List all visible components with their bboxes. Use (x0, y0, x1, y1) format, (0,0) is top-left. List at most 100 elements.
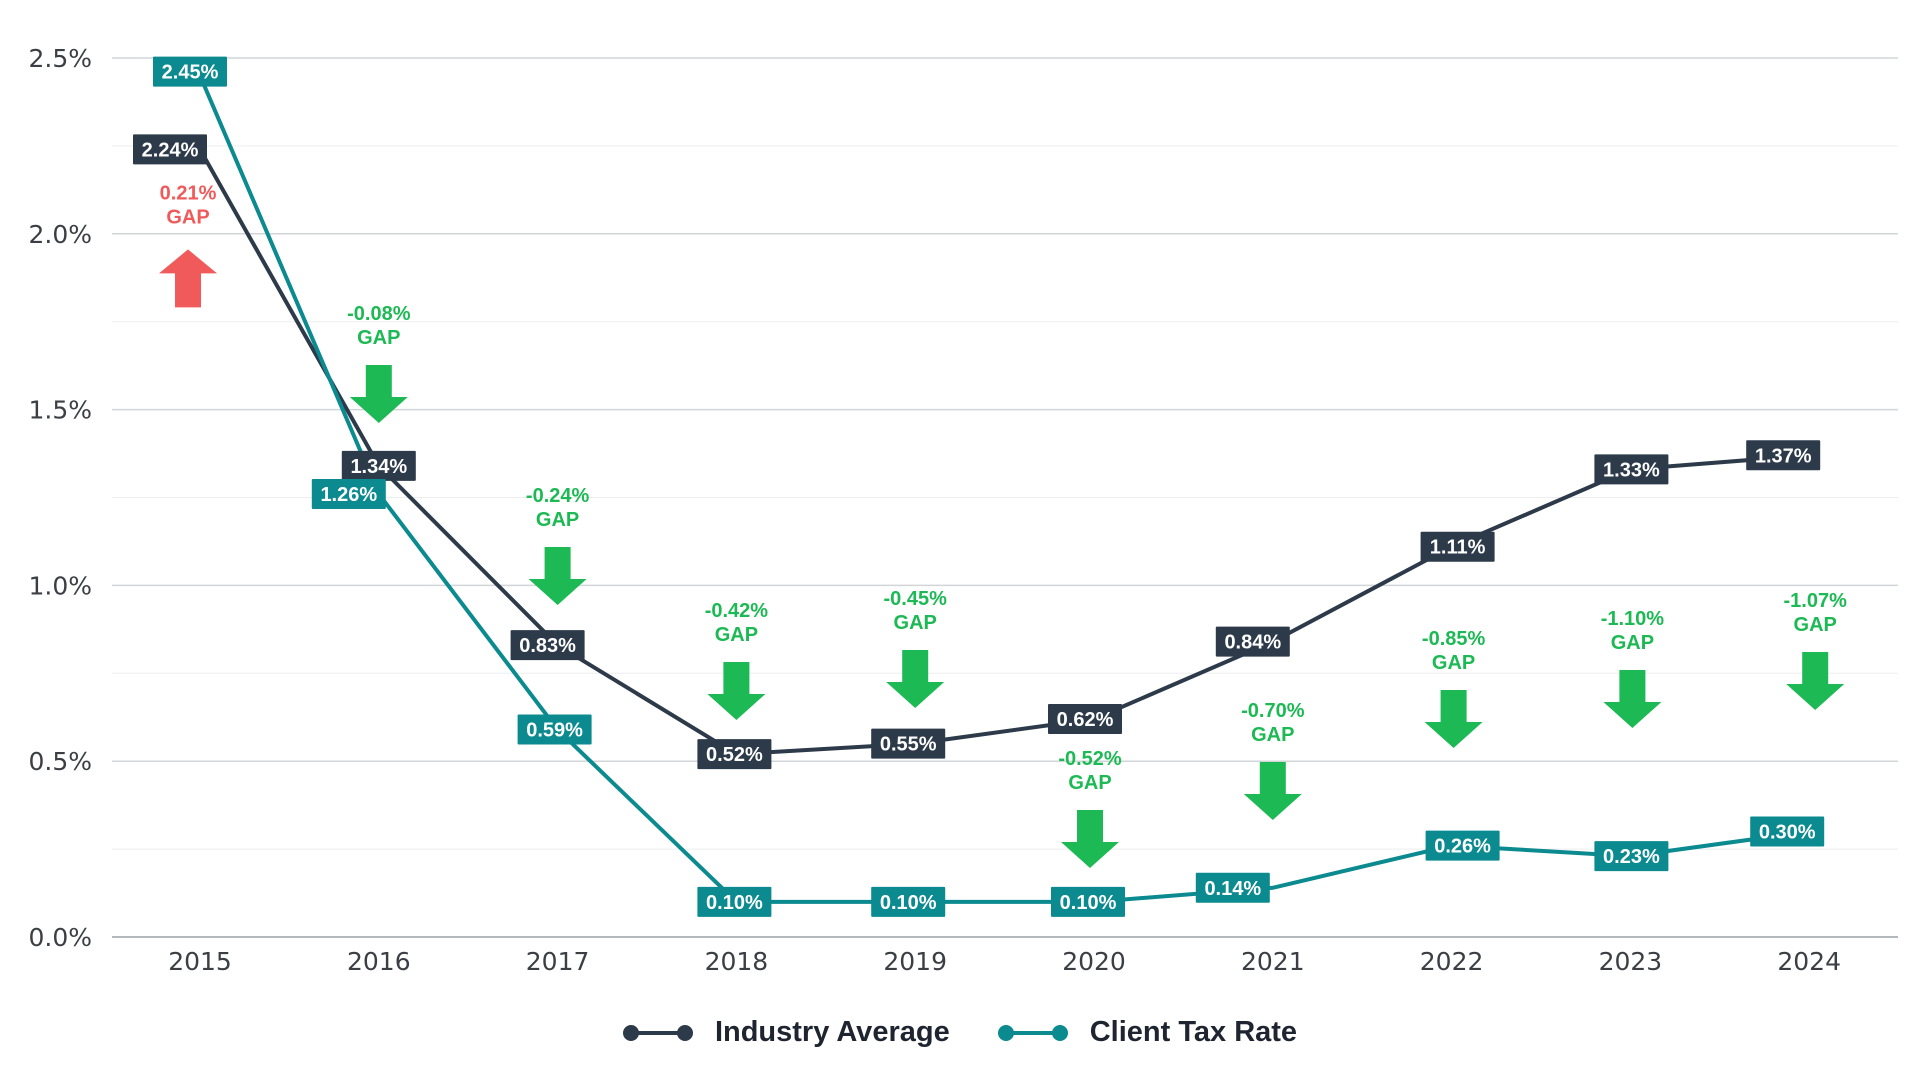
data-label-text: 1.37% (1755, 445, 1812, 467)
data-label-box (871, 886, 946, 917)
gap-label: GAP (715, 624, 758, 646)
data-label-text: 2.45% (162, 62, 219, 84)
gap-label: GAP (1068, 772, 1111, 794)
y-axis: 0.0% 0.5% 1.0% 1.5% 2.0% 2.5% (28, 44, 92, 952)
gap-annotation: 0.21%GAP (159, 182, 217, 308)
gap-label: GAP (1251, 724, 1294, 746)
data-label-box (1750, 816, 1825, 847)
gap-value: -1.10% (1601, 608, 1665, 630)
data-label-box (871, 728, 946, 759)
data-label-box (1594, 454, 1669, 485)
legend-item-industry-average[interactable]: Industry Average (622, 1016, 950, 1049)
data-label-box (1594, 841, 1669, 872)
x-tick-label: 2024 (1777, 947, 1841, 976)
gap-annotation: -0.52%GAP (1058, 748, 1122, 868)
data-label-box (311, 478, 386, 509)
arrow-down-icon (1424, 690, 1483, 748)
arrow-down-icon (1061, 810, 1119, 868)
data-label-text: 1.33% (1603, 459, 1660, 481)
gap-annotation: -0.70%GAP (1241, 700, 1305, 820)
data-label-text: 0.10% (880, 892, 937, 914)
x-tick-label: 2019 (883, 947, 947, 976)
data-label-text: 1.11% (1430, 537, 1486, 559)
data-label: 0.83% (510, 630, 585, 661)
x-tick-label: 2021 (1241, 947, 1305, 976)
data-label-box (510, 630, 585, 661)
data-label: 2.24% (133, 134, 207, 165)
gap-label: GAP (536, 509, 579, 531)
data-label-text: 0.23% (1603, 846, 1660, 868)
gap-annotation: -0.45%GAP (884, 588, 948, 708)
x-tick-label: 2022 (1420, 947, 1484, 976)
data-label: 0.26% (1425, 830, 1500, 861)
y-tick-label: 1.0% (28, 571, 92, 600)
x-tick-label: 2020 (1062, 947, 1126, 976)
data-label-text: 0.59% (526, 720, 583, 742)
gap-value: -0.08% (347, 303, 411, 325)
data-label: 0.10% (1051, 886, 1125, 917)
gap-label: GAP (1611, 632, 1654, 654)
legend: Industry Average Client Tax Rate (0, 1016, 1920, 1049)
arrow-down-icon (707, 662, 766, 720)
data-label-text: 2.24% (142, 139, 199, 161)
legend-label: Client Tax Rate (1089, 1016, 1298, 1048)
data-label-box (1215, 626, 1290, 657)
grid-lines (112, 57, 1898, 850)
data-label-text: 0.14% (1204, 878, 1261, 900)
data-label-text: 0.10% (706, 892, 763, 914)
series-line-industry-average (198, 147, 1812, 757)
data-label-box (1746, 440, 1821, 471)
data-label: 2.45% (153, 56, 227, 87)
arrow-down-icon (528, 547, 587, 605)
data-label: 0.14% (1195, 872, 1270, 903)
data-label: 0.23% (1594, 841, 1669, 872)
gap-annotation: -0.42%GAP (705, 600, 768, 720)
data-label: 0.62% (1048, 704, 1122, 735)
x-tick-label: 2023 (1599, 947, 1663, 976)
data-label: 1.34% (341, 450, 416, 481)
data-label-text: 0.62% (1057, 709, 1114, 731)
y-tick-label: 2.0% (28, 220, 92, 249)
data-label: 0.55% (871, 728, 946, 759)
gap-annotation: -0.08%GAP (347, 303, 411, 423)
gap-value: -0.52% (1058, 748, 1122, 770)
arrow-down-icon (349, 365, 408, 423)
data-label-box (697, 739, 772, 770)
data-label: 0.84% (1215, 626, 1290, 657)
data-label-box (153, 56, 227, 87)
gap-label: GAP (166, 206, 209, 228)
x-tick-label: 2018 (705, 947, 769, 976)
series-line-client-tax-rate (198, 73, 1812, 904)
gap-label: GAP (894, 612, 937, 634)
x-tick-label: 2017 (526, 947, 590, 976)
arrow-up-icon (159, 249, 217, 308)
data-label-text: 0.55% (880, 734, 937, 756)
data-label-text: 0.52% (706, 744, 763, 766)
gap-annotations: 0.21%GAP-0.08%GAP-0.24%GAP-0.42%GAP-0.45… (159, 182, 1847, 868)
data-label-box (1425, 830, 1500, 861)
x-tick-label: 2016 (347, 947, 411, 976)
gap-value: -0.45% (884, 588, 948, 610)
data-label-box (133, 134, 207, 165)
gap-annotation: -1.07%GAP (1784, 590, 1847, 710)
legend-item-client-tax-rate[interactable]: Client Tax Rate (997, 1016, 1298, 1049)
arrow-down-icon (886, 650, 945, 708)
data-label: 0.10% (697, 886, 772, 917)
data-label-box (697, 886, 772, 917)
legend-swatch-client-tax-rate (997, 1023, 1068, 1043)
gap-label: GAP (357, 327, 400, 349)
data-label: 1.11% (1420, 531, 1495, 562)
data-label-text: 0.10% (1060, 892, 1117, 914)
data-label-box (517, 714, 592, 745)
data-label: 0.10% (871, 886, 946, 917)
gap-value: -0.24% (526, 485, 590, 507)
series-lines (198, 73, 1812, 904)
data-label-box (1051, 886, 1125, 917)
y-tick-label: 0.5% (28, 747, 92, 776)
data-labels: 2.24% 1.34% 0.83% 0.52% 0.55% 0.62% 0.84% 1.11%… (133, 56, 1825, 917)
gap-annotation: -0.24%GAP (526, 485, 590, 605)
legend-swatch-industry-average (622, 1023, 693, 1043)
line-chart: 0.0%0.5%1.0%1.5%2.0%2.5% 2015 2016 2017 201… (28, 44, 1898, 976)
y-tick-label: 2.5% (28, 44, 92, 73)
data-label-text: 0.84% (1224, 632, 1281, 654)
